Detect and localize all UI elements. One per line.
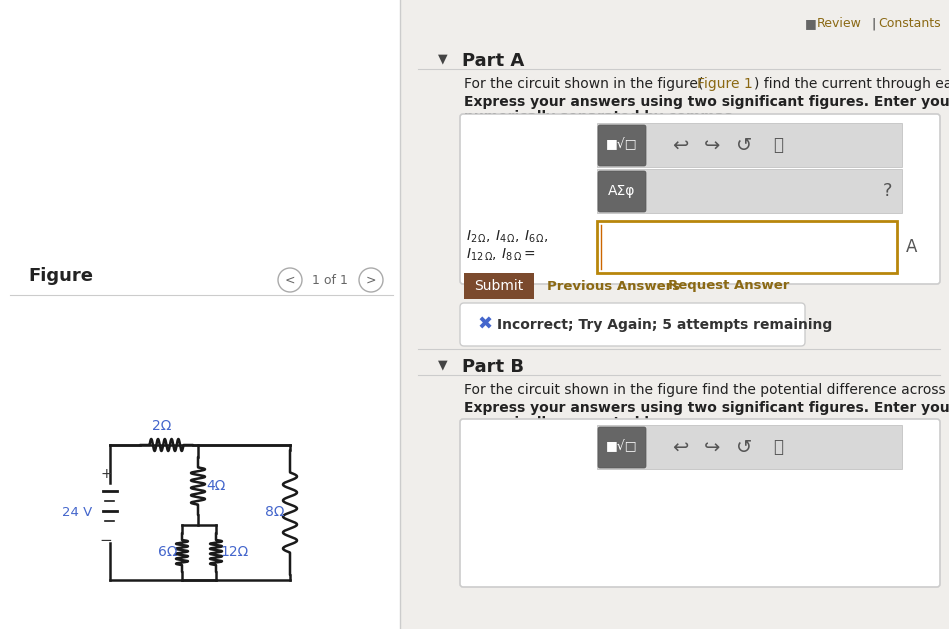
Text: 8Ω: 8Ω [266,506,285,520]
Text: $I_{12\,\Omega},\,I_{8\,\Omega} =$: $I_{12\,\Omega},\,I_{8\,\Omega} =$ [466,247,536,264]
Text: Submit: Submit [474,279,524,293]
Text: Part A: Part A [462,52,524,70]
Text: ■: ■ [805,17,821,30]
FancyBboxPatch shape [598,171,646,212]
Text: ΑΣφ: ΑΣφ [608,184,636,198]
Text: ▼: ▼ [438,52,448,65]
Text: ↪: ↪ [704,135,720,155]
FancyBboxPatch shape [460,114,940,284]
Text: ■√□: ■√□ [606,138,638,152]
Text: ↪: ↪ [704,438,720,457]
Text: ✖: ✖ [477,316,493,334]
Text: ↺: ↺ [735,135,753,155]
Text: numerically separated by commas.: numerically separated by commas. [464,110,737,124]
Text: 24 V: 24 V [62,506,92,519]
Text: Constants: Constants [878,17,940,30]
Text: 4Ω: 4Ω [206,479,225,493]
Text: For the circuit shown in the figure find the potential difference across each re: For the circuit shown in the figure find… [464,383,949,397]
Text: ) find the current through each resistor.: ) find the current through each resistor… [754,77,949,91]
Text: <: < [285,274,295,286]
Text: ↺: ↺ [735,438,753,457]
Text: 2Ω: 2Ω [152,419,171,433]
Text: ?: ? [884,182,893,200]
Text: Request Answer: Request Answer [668,279,790,292]
Text: 6Ω: 6Ω [158,545,178,560]
Text: Previous Answers: Previous Answers [547,279,680,292]
Text: ▼: ▼ [438,358,448,371]
Bar [597,425,902,469]
Text: +: + [101,467,112,482]
Text: Part B: Part B [462,358,524,376]
Text: numerically separated by commas.: numerically separated by commas. [464,416,737,430]
Bar [0,0,400,629]
Text: Incorrect; Try Again; 5 attempts remaining: Incorrect; Try Again; 5 attempts remaini… [497,318,832,332]
Bar [597,169,902,213]
FancyBboxPatch shape [598,125,646,166]
Text: |: | [868,17,881,30]
FancyBboxPatch shape [460,419,940,587]
Text: Express your answers using two significant figures. Enter your answers: Express your answers using two significa… [464,401,949,415]
Bar [464,273,534,299]
Text: ↩: ↩ [672,438,688,457]
Text: ⎙: ⎙ [773,136,783,154]
Text: For the circuit shown in the figure(: For the circuit shown in the figure( [464,77,703,91]
Text: 12Ω: 12Ω [220,545,249,560]
Text: ■√□: ■√□ [606,440,638,454]
Circle shape [278,268,302,292]
Text: Review: Review [817,17,862,30]
Bar [400,0,949,629]
Bar [597,123,902,167]
Text: Express your answers using two significant figures. Enter your answers: Express your answers using two significa… [464,95,949,109]
Circle shape [359,268,383,292]
Text: Figure 1: Figure 1 [697,77,753,91]
Text: >: > [365,274,376,286]
Text: ⎙: ⎙ [773,438,783,456]
FancyBboxPatch shape [460,303,805,346]
Text: ↩: ↩ [672,135,688,155]
Text: Figure: Figure [28,267,93,285]
Text: A: A [906,238,918,256]
Bar [597,221,897,273]
Text: −: − [100,533,112,548]
Text: 1 of 1: 1 of 1 [312,274,348,286]
FancyBboxPatch shape [598,427,646,468]
Text: $I_{2\,\Omega},\,I_{4\,\Omega},\,I_{6\,\Omega},$: $I_{2\,\Omega},\,I_{4\,\Omega},\,I_{6\,\… [466,229,549,245]
